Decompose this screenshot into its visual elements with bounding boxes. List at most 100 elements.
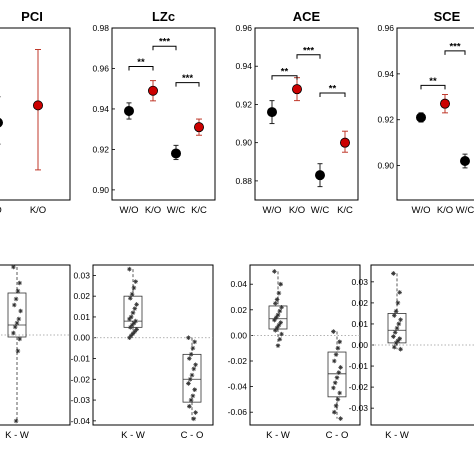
data-point <box>193 410 198 415</box>
plot-frame <box>0 27 71 201</box>
x-tick-label: C - O <box>326 430 349 441</box>
data-point <box>13 418 19 424</box>
mean-point <box>415 112 426 123</box>
y-tick-label: 0.90 <box>377 161 394 171</box>
mean-point <box>291 84 302 95</box>
y-tick-label: 0.03 <box>351 277 368 287</box>
data-point <box>132 329 138 334</box>
data-point <box>334 375 340 380</box>
mean-point <box>339 137 350 148</box>
data-point <box>391 271 396 276</box>
data-point <box>395 300 401 306</box>
y-tick-label: 0.00 <box>230 330 247 340</box>
y-tick-label: -0.04 <box>71 416 91 426</box>
y-tick-label: 0.96 <box>377 23 394 33</box>
significance-label: ** <box>329 83 337 94</box>
data-point <box>279 331 284 337</box>
data-point <box>133 318 138 324</box>
significance-bracket <box>128 65 154 71</box>
data-point <box>129 322 135 328</box>
data-point <box>192 339 197 345</box>
x-tick-label: W/C <box>456 205 474 216</box>
x-tick-label: K - W <box>121 430 145 441</box>
data-point <box>277 336 283 342</box>
significance-label: *** <box>449 41 460 52</box>
x-tick-label: W/O <box>120 205 139 216</box>
data-point <box>394 325 400 331</box>
x-tick-label: C - O <box>181 430 204 441</box>
y-tick-label: -0.04 <box>228 382 248 392</box>
data-point <box>187 403 192 409</box>
data-point <box>337 390 342 396</box>
x-tick-label: K/O <box>289 205 305 216</box>
data-point <box>277 308 283 314</box>
data-point <box>332 358 337 364</box>
y-tick-label: -0.01 <box>71 354 91 364</box>
data-point <box>272 269 277 274</box>
data-point <box>11 264 16 270</box>
x-tick-label: W/C <box>167 205 186 216</box>
significance-label: ** <box>137 57 145 68</box>
data-point <box>393 309 399 314</box>
data-point <box>332 380 338 386</box>
data-point <box>398 346 403 352</box>
y-tick-label: -0.03 <box>71 395 91 405</box>
y-tick-label: 0.90 <box>92 185 109 195</box>
significance-label: ** <box>429 76 437 87</box>
panel-7: 0.04 0.02 0.00 -0.02 -0.04 -0.06 K - W C - O <box>228 264 361 441</box>
data-point <box>188 352 194 357</box>
panel-5: K - W <box>0 264 71 441</box>
data-point <box>15 348 21 354</box>
data-point <box>12 302 17 308</box>
panel-1: PCI O K/O <box>0 9 71 216</box>
y-tick-label: 0.02 <box>230 305 247 315</box>
mean-point <box>124 105 135 116</box>
data-point <box>338 416 343 421</box>
data-point <box>391 334 396 339</box>
significance-label: *** <box>303 45 314 56</box>
data-point <box>128 325 133 330</box>
mean-point <box>170 148 181 159</box>
data-point <box>397 290 402 295</box>
data-point <box>130 331 136 336</box>
panel-title: ACE <box>293 9 321 24</box>
x-tick-label: K/O <box>30 205 46 216</box>
y-tick-label: 0.02 <box>351 298 368 308</box>
data-point <box>336 370 342 375</box>
data-point <box>274 297 280 302</box>
data-point <box>278 281 283 287</box>
y-tick-label: 0.01 <box>73 312 90 322</box>
y-tick-label: 0.00 <box>73 333 90 343</box>
data-point <box>187 356 192 361</box>
data-point <box>129 291 135 297</box>
y-tick-label: -0.01 <box>349 361 369 371</box>
y-tick-label: 0.88 <box>235 176 252 186</box>
y-tick-label: -0.06 <box>228 407 248 417</box>
y-tick-label: 0.92 <box>92 144 109 154</box>
data-point <box>128 314 134 320</box>
data-point <box>276 322 282 328</box>
data-point <box>17 336 22 342</box>
data-point <box>331 329 336 334</box>
significance-label: ** <box>281 66 289 77</box>
mean-point <box>0 118 3 128</box>
x-tick-label: K/O <box>437 205 453 216</box>
data-point <box>18 308 23 314</box>
data-point <box>338 365 343 370</box>
data-point <box>12 324 18 330</box>
data-point <box>193 362 198 368</box>
mean-point <box>193 122 204 133</box>
data-point <box>189 372 195 378</box>
y-tick-label: -0.02 <box>349 382 369 392</box>
data-point <box>134 327 139 332</box>
plot-frame <box>396 27 474 201</box>
x-tick-label: K/C <box>191 205 207 216</box>
data-point <box>187 376 193 382</box>
y-tick-label: 0.94 <box>92 104 109 114</box>
data-point <box>279 304 284 310</box>
data-point <box>333 403 339 409</box>
data-point <box>13 296 19 302</box>
significance-bracket <box>152 45 177 51</box>
data-point <box>393 340 399 346</box>
plot-frame <box>92 264 214 426</box>
